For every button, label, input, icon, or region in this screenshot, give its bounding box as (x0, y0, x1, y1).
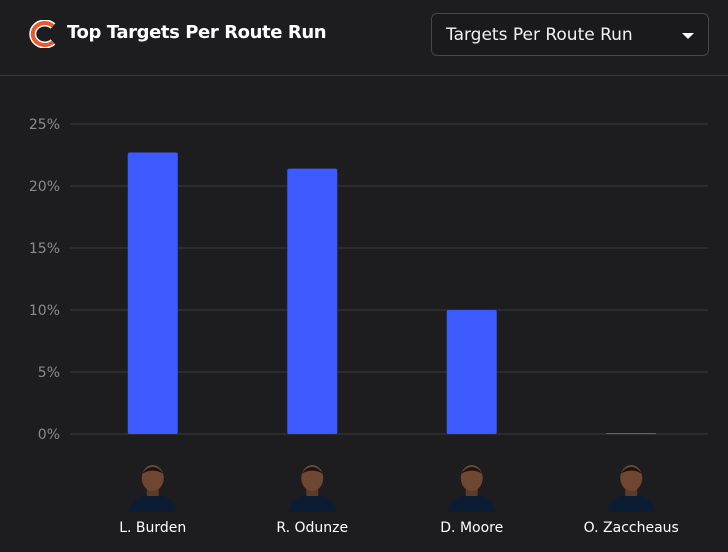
bar[interactable] (127, 152, 178, 434)
player-avatar (128, 465, 177, 512)
bar[interactable] (606, 433, 657, 434)
player-avatar (607, 465, 656, 512)
player-name-label: R. Odunze (276, 520, 348, 536)
y-tick-label: 0% (38, 427, 60, 443)
y-tick-label: 10% (29, 303, 60, 319)
caret-down-icon (682, 33, 694, 39)
bears-c-logo-icon (29, 20, 56, 48)
player-avatar (288, 465, 337, 512)
player-name-label: D. Moore (440, 520, 503, 536)
player-avatar (447, 465, 496, 512)
y-tick-label: 5% (38, 365, 60, 381)
metric-dropdown[interactable]: Targets Per Route Run (431, 13, 709, 56)
y-tick-label: 20% (29, 179, 60, 195)
player-name-label: O. Zaccheaus (584, 520, 679, 536)
page-title: Top Targets Per Route Run (67, 22, 327, 43)
player-name-label: L. Burden (119, 520, 186, 536)
bar[interactable] (446, 310, 497, 434)
dropdown-selected-value: Targets Per Route Run (446, 25, 633, 45)
y-tick-label: 15% (29, 241, 60, 257)
bar[interactable] (287, 168, 338, 434)
header: Top Targets Per Route Run Targets Per Ro… (0, 0, 728, 76)
y-tick-label: 25% (29, 117, 60, 133)
bar-chart: 0% 5% 10% 15% 20% 25% L. Burden R. Odunze D. Moo… (29, 117, 708, 536)
